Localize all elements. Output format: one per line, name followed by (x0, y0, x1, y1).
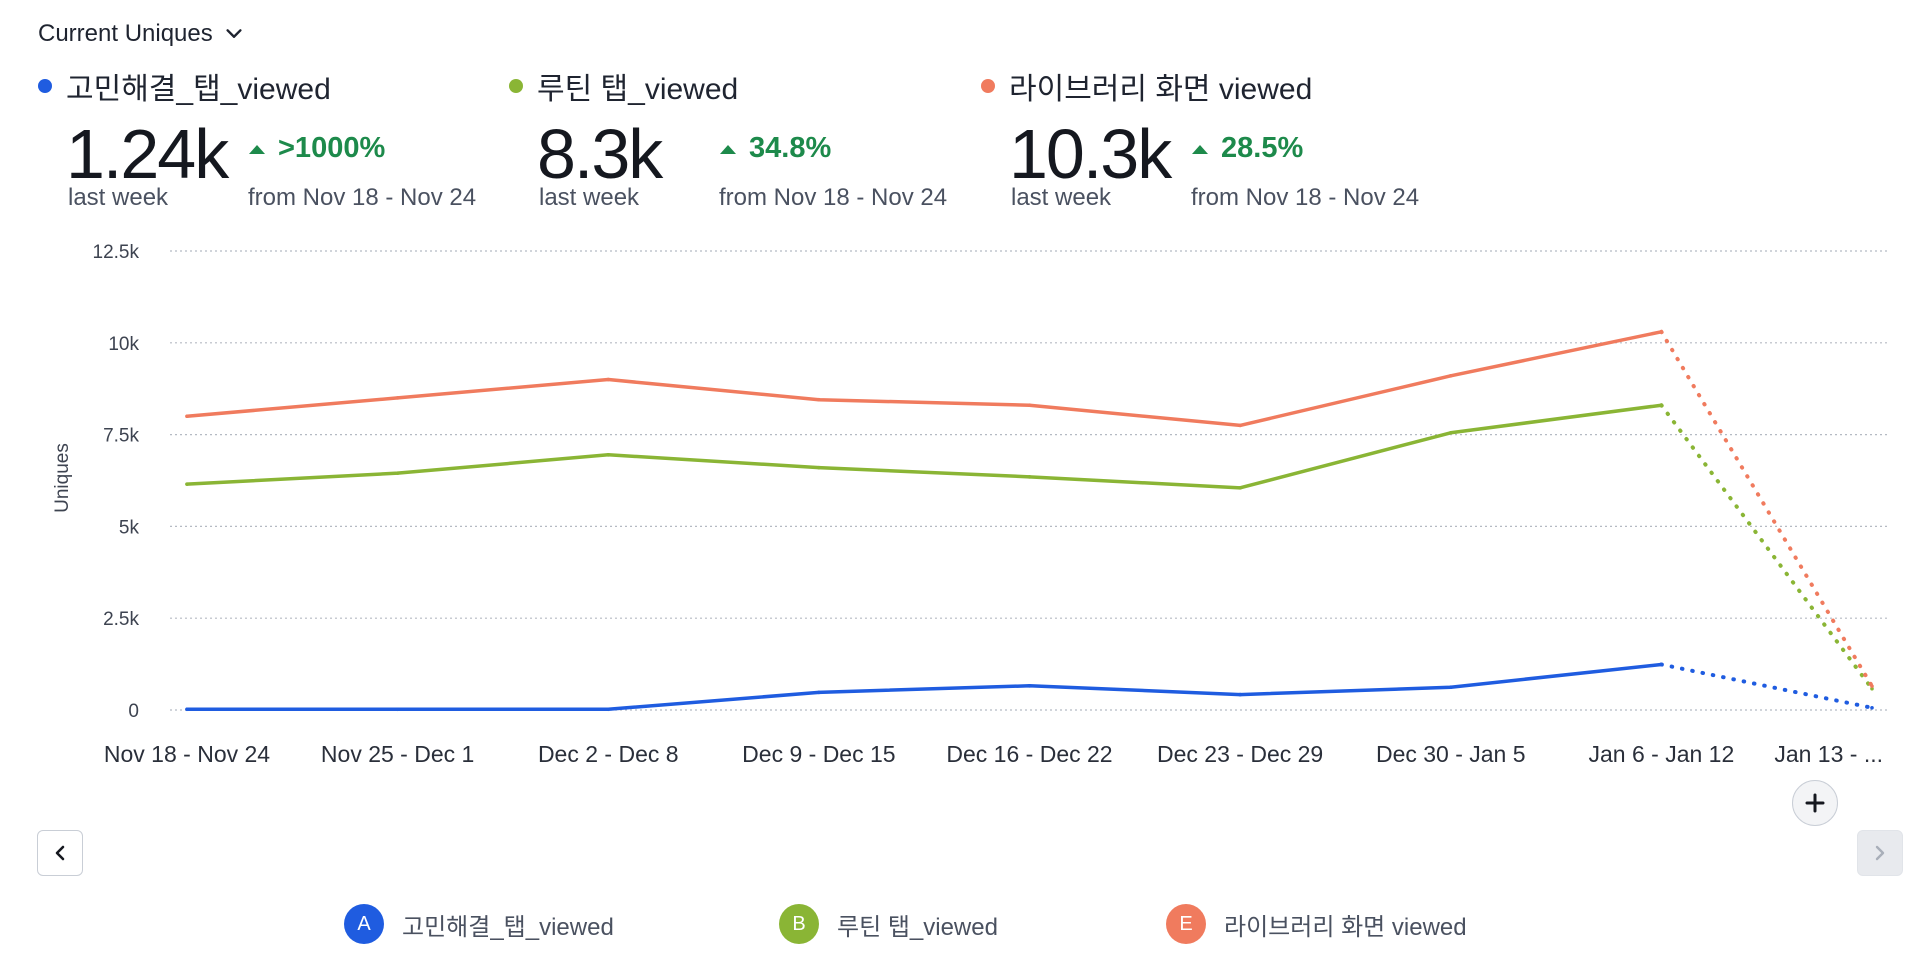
data-point (185, 482, 189, 486)
x-tick-label: Dec 9 - Dec 15 (742, 741, 895, 767)
data-point (606, 707, 611, 712)
line-chart: 0 2.5k 5k 7.5k 10k 12.5k Uniques Nov 18 - Nov 2… (52, 242, 1890, 767)
data-point (606, 377, 611, 382)
metric-dropdown[interactable]: Current Uniques (38, 20, 245, 48)
legend-label: 루틴 탭_viewed (837, 913, 998, 941)
series-color-dot (38, 79, 52, 93)
series-color-dot (981, 79, 995, 93)
data-point (1448, 430, 1453, 435)
data-point (1027, 403, 1032, 408)
legend-label: 라이브러리 화면 viewed (1224, 913, 1467, 941)
add-annotation-button[interactable] (1792, 780, 1838, 826)
legend-badge: A (344, 904, 384, 944)
y-tick-label: 2.5k (103, 609, 139, 630)
y-axis-label: Uniques (52, 443, 73, 513)
legend-badge: B (779, 904, 819, 944)
x-tick-label: Jan 13 - ... (1774, 741, 1883, 767)
scroll-left-button[interactable] (37, 830, 83, 876)
data-point (395, 396, 400, 400)
summary-change: >1000% (248, 132, 385, 165)
y-tick-label: 10k (108, 334, 139, 355)
summary-compare: from Nov 18 - Nov 24 (248, 184, 477, 211)
legend-label: 고민해결_탭_viewed (402, 913, 614, 941)
arrow-up-icon (249, 144, 265, 154)
summary-change-value: 34.8% (749, 132, 832, 164)
plus-icon (1805, 793, 1825, 813)
data-point (1238, 692, 1242, 697)
data-point (817, 690, 821, 695)
data-point (1659, 403, 1664, 408)
data-point (185, 414, 189, 419)
chevron-down-icon (226, 29, 242, 38)
summary-change: 28.5% (1191, 132, 1303, 165)
y-tick-label: 5k (119, 517, 140, 538)
x-tick-label: Dec 16 - Dec 22 (946, 741, 1112, 767)
series-line-incomplete (1659, 403, 1874, 691)
summary-series-a: 고민해결_탭_viewed 1.24k last week >1000% fro… (38, 64, 476, 211)
summary-period: last week (68, 184, 169, 211)
scroll-right-button[interactable] (1857, 830, 1903, 876)
data-point (1238, 423, 1242, 428)
summary-value: 8.3k (537, 115, 663, 193)
data-point (1238, 486, 1242, 490)
data-point (1870, 686, 1874, 691)
series-color-dot (509, 79, 523, 93)
arrow-up-icon (720, 144, 736, 154)
series-line-incomplete (1659, 662, 1874, 710)
chevron-left-icon (55, 845, 65, 861)
data-point (1448, 685, 1453, 690)
summary-series-e: 라이브러리 화면 viewed 10.3k last week 28.5% fr… (981, 64, 1419, 211)
x-tick-label: Dec 30 - Jan 5 (1376, 741, 1526, 767)
summary-period: last week (1011, 184, 1112, 211)
legend-badge: E (1166, 904, 1206, 944)
summary-compare: from Nov 18 - Nov 24 (719, 184, 948, 211)
summary-period: last week (539, 184, 640, 211)
legend-item-a[interactable]: A 고민해결_탭_viewed (344, 904, 614, 944)
summary-change-value: >1000% (278, 132, 386, 164)
summary-title: 루틴 탭_viewed (537, 73, 739, 106)
series-line-incomplete (1659, 329, 1874, 689)
series-line (185, 330, 1664, 428)
summary-title: 라이브러리 화면 viewed (1009, 73, 1313, 106)
summary-value: 10.3k (1009, 115, 1172, 193)
legend-item-e[interactable]: E 라이브러리 화면 viewed (1166, 904, 1467, 944)
data-point (817, 397, 821, 402)
series-line (185, 662, 1664, 712)
legend-item-b[interactable]: B 루틴 탭_viewed (779, 904, 998, 944)
summary-title: 고민해결_탭_viewed (66, 73, 331, 106)
summary-change-value: 28.5% (1221, 132, 1304, 164)
y-tick-label: 7.5k (103, 426, 139, 447)
data-point (1659, 662, 1664, 667)
x-tick-label: Dec 23 - Dec 29 (1157, 741, 1323, 767)
summary-change: 34.8% (719, 132, 831, 165)
data-point (185, 707, 189, 712)
data-point (1870, 705, 1874, 710)
x-tick-label: Nov 18 - Nov 24 (104, 741, 270, 767)
x-tick-label: Jan 6 - Jan 12 (1588, 741, 1734, 767)
data-point (817, 465, 821, 470)
data-point (1448, 374, 1453, 378)
arrow-up-icon (1192, 144, 1208, 154)
metric-dropdown-label: Current Uniques (38, 20, 213, 47)
summary-compare: from Nov 18 - Nov 24 (1191, 184, 1420, 211)
x-tick-label: Nov 25 - Dec 1 (321, 741, 474, 767)
data-point (606, 452, 611, 457)
chevron-right-icon (1875, 845, 1885, 861)
series-line (185, 403, 1664, 490)
data-point (395, 471, 400, 475)
data-point (1027, 683, 1032, 688)
y-tick-label: 0 (128, 701, 139, 722)
x-tick-label: Dec 2 - Dec 8 (538, 741, 679, 767)
y-tick-label: 12.5k (93, 242, 140, 263)
summary-series-b: 루틴 탭_viewed 8.3k last week 34.8% from No… (509, 64, 947, 211)
data-point (1870, 684, 1874, 688)
data-point (395, 707, 400, 712)
data-point (1027, 475, 1032, 479)
data-point (1659, 329, 1664, 334)
summary-value: 1.24k (66, 115, 229, 193)
